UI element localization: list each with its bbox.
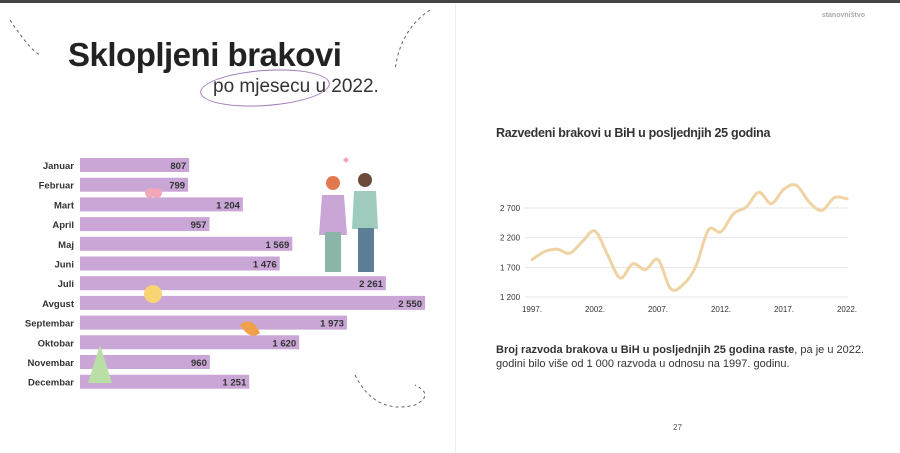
bar-category-label: Septembar <box>25 319 74 330</box>
y-tick-label: 1 700 <box>500 263 521 272</box>
bar <box>80 177 189 192</box>
bar <box>80 217 210 232</box>
chart-note: Broj razvoda brakova u BiH u posljednjih… <box>496 343 866 371</box>
note-rest: , pa je u 2022. godini bilo više od 1 00… <box>496 344 865 370</box>
y-tick-label: 2 200 <box>500 234 521 243</box>
couple-illustration <box>319 157 378 272</box>
leaf-icon <box>240 321 260 336</box>
bar-value-label: 2 261 <box>359 279 383 290</box>
bar-value-label: 1 251 <box>222 378 246 389</box>
line-chart: 1 200 1 700 2 200 2 700 1997. 2002. 2007. 2012.… <box>500 183 857 314</box>
bar <box>80 276 386 291</box>
bar-category-label: Novembar <box>28 358 75 369</box>
bar <box>80 236 293 251</box>
bar <box>80 355 210 369</box>
right-page <box>455 3 900 453</box>
bar-category-label: Oktobar <box>38 338 75 349</box>
bar-chart: Januar 807 Februar 799 Mart 1 204 April 957 Maj 1… <box>25 158 425 389</box>
bar <box>80 256 280 271</box>
page-title: Sklopljeni brakovi <box>68 36 342 73</box>
page-number: 27 <box>673 423 682 432</box>
bar-category-label: Maj <box>58 240 74 251</box>
bar-category-label: Decembar <box>28 378 74 389</box>
y-tick-label: 2 700 <box>500 204 521 213</box>
x-tick-label: 2022. <box>837 305 857 314</box>
bar-category-label: Januar <box>43 161 74 172</box>
bar <box>80 315 347 330</box>
bar-value-label: 1 569 <box>265 240 289 251</box>
bar-category-label: Mart <box>54 200 75 211</box>
bar-value-label: 960 <box>191 358 207 369</box>
bar-value-label: 799 <box>169 181 185 192</box>
line-chart-title: Razvedeni brakovi u BiH u posljednjih 25… <box>496 126 771 140</box>
x-tick-label: 2002. <box>585 305 605 314</box>
bar <box>80 335 300 350</box>
line-series <box>530 183 849 292</box>
x-tick-label: 2012. <box>711 305 731 314</box>
sun-icon <box>144 285 162 303</box>
dashed-arrow-decoration <box>354 374 426 408</box>
page-subtitle: po mjesecu u 2022. <box>213 76 379 97</box>
bar <box>80 374 250 389</box>
bar-value-label: 1 973 <box>320 319 344 330</box>
bar <box>80 197 243 212</box>
tree-icon <box>88 345 112 383</box>
bar-category-label: Avgust <box>42 299 75 310</box>
bar-category-label: Juni <box>54 260 74 271</box>
x-tick-label: 1997. <box>522 305 542 314</box>
dashed-arrow-decoration <box>394 9 431 71</box>
x-tick-label: 2017. <box>774 305 794 314</box>
bar-value-label: 1 476 <box>253 260 277 271</box>
bar-value-label: 957 <box>191 220 207 231</box>
bar-value-label: 1 620 <box>272 338 296 349</box>
x-tick-label: 2007. <box>648 305 668 314</box>
bar-category-label: Februar <box>39 181 75 192</box>
bar <box>80 295 425 310</box>
bar-value-label: 1 204 <box>216 200 240 211</box>
heart-icon <box>145 188 162 198</box>
bar-category-label: April <box>52 220 74 231</box>
bar-value-label: 2 550 <box>398 299 422 310</box>
note-bold: Broj razvoda brakova u BiH u posljednjih… <box>496 344 795 356</box>
top-border <box>0 0 900 3</box>
bar-category-label: Juli <box>58 279 74 290</box>
bar-value-label: 807 <box>170 161 186 172</box>
section-label: stanovništvo <box>821 12 865 19</box>
bar <box>80 158 190 172</box>
y-tick-label: 1 200 <box>500 293 521 302</box>
dashed-arrow-decoration <box>9 19 41 56</box>
